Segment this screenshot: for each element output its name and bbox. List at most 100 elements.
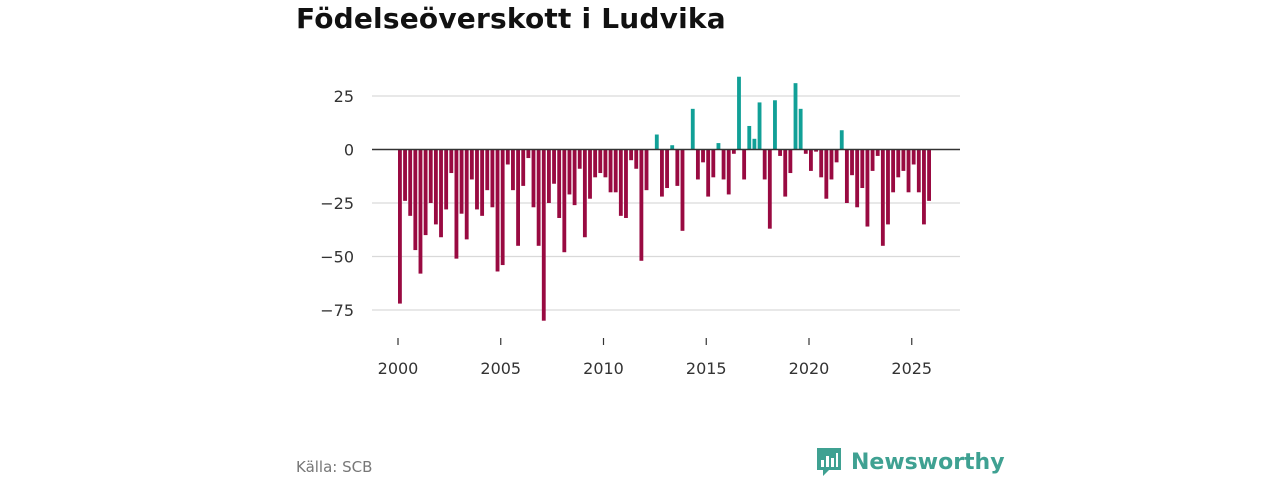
- x-tick-label: 2025: [891, 359, 932, 378]
- bar: [475, 149, 479, 210]
- bar: [896, 149, 901, 178]
- bar: [423, 149, 428, 236]
- bar: [511, 149, 515, 191]
- bar: [695, 149, 700, 180]
- bar: [834, 149, 839, 163]
- bar: [552, 149, 556, 184]
- bar: [819, 149, 824, 178]
- bar: [737, 76, 741, 150]
- bar: [762, 149, 767, 180]
- source-note: Källa: SCB: [296, 458, 373, 476]
- bar: [798, 108, 803, 150]
- bar: [490, 149, 495, 208]
- bar: [572, 149, 577, 206]
- bar: [526, 149, 531, 159]
- bar: [716, 143, 721, 150]
- bar: [624, 149, 628, 218]
- gridlines: [372, 95, 960, 311]
- x-tick-label: 2020: [789, 359, 830, 378]
- bar: [860, 149, 865, 189]
- bar: [701, 149, 705, 163]
- bar: [675, 149, 680, 186]
- bar: [428, 149, 433, 203]
- bar: [613, 149, 618, 193]
- bar: [516, 149, 520, 246]
- bar: [439, 149, 443, 238]
- newsworthy-logo-icon: [817, 448, 841, 476]
- bar: [598, 149, 603, 174]
- bar: [752, 138, 757, 150]
- y-axis-ticks: 25 0 −25 −50 −75: [320, 87, 354, 320]
- bar: [454, 149, 459, 259]
- y-tick-label: 0: [344, 141, 354, 160]
- y-tick-label: −25: [320, 194, 354, 213]
- bar: [408, 149, 413, 216]
- bars: [398, 76, 931, 321]
- bar: [485, 149, 490, 191]
- y-tick-label: 25: [334, 87, 354, 106]
- bar: [778, 149, 783, 156]
- bar: [814, 149, 818, 152]
- y-tick-label: −50: [320, 248, 354, 267]
- bar: [531, 149, 536, 208]
- bar: [922, 149, 926, 225]
- bar: [757, 102, 762, 150]
- bar: [588, 149, 592, 199]
- bar: [690, 108, 695, 150]
- bar: [403, 149, 407, 201]
- bar: [567, 149, 572, 195]
- bar: [711, 149, 716, 178]
- bar: [557, 149, 562, 218]
- bar: [577, 149, 582, 169]
- bar: [906, 149, 911, 193]
- bar: [824, 149, 829, 199]
- bar: [901, 149, 906, 171]
- brand-name: Newsworthy: [851, 449, 1005, 475]
- bar: [809, 149, 813, 171]
- x-tick-label: 2000: [378, 359, 419, 378]
- bar: [654, 134, 659, 150]
- bar: [398, 149, 402, 304]
- bar: [865, 149, 870, 227]
- bar: [433, 149, 438, 225]
- bar: [855, 149, 860, 208]
- bar: [464, 149, 469, 240]
- bar: [767, 149, 772, 229]
- bar: [742, 149, 747, 180]
- bar: [505, 149, 510, 165]
- bar: [911, 149, 916, 165]
- bar: [886, 149, 890, 225]
- newsworthy-brand: Newsworthy: [815, 446, 1005, 478]
- bar: [521, 149, 526, 186]
- y-tick-label: −75: [320, 301, 354, 320]
- x-axis-ticks: 2000 2005 2010 2015 2020 2025: [378, 338, 932, 378]
- bar: [665, 149, 669, 189]
- bar: [639, 149, 644, 261]
- bar: [603, 149, 608, 178]
- bar: [469, 149, 474, 180]
- bar: [480, 149, 485, 216]
- bar: [875, 149, 880, 156]
- bar: [562, 149, 567, 253]
- bar: [927, 149, 931, 201]
- x-tick-label: 2010: [583, 359, 624, 378]
- bar: [870, 149, 875, 171]
- bar: [536, 149, 541, 246]
- bar: [541, 149, 546, 321]
- bar: [418, 149, 423, 274]
- bar: [500, 149, 505, 266]
- bar: [608, 149, 613, 193]
- bar: [829, 149, 834, 180]
- bar: [726, 149, 731, 195]
- bar: [670, 145, 675, 150]
- bar: [546, 149, 551, 203]
- bar: [629, 149, 634, 161]
- bar: [582, 149, 587, 238]
- bar: [788, 149, 793, 174]
- bar: [495, 149, 500, 272]
- bar: [449, 149, 454, 174]
- bar: [793, 83, 798, 150]
- bar: [773, 100, 777, 150]
- bar: [644, 149, 649, 191]
